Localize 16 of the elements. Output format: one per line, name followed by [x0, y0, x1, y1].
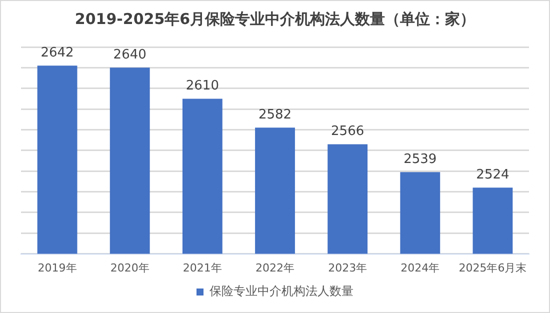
x-tick-label: 2024年 — [400, 261, 440, 274]
x-tick-label: 2020年 — [110, 261, 150, 274]
data-label: 2642 — [40, 45, 74, 60]
chart-title: 2019-2025年6月保险专业中介机构法人数量（单位：家） — [74, 10, 476, 28]
data-label: 2610 — [186, 78, 219, 94]
x-tick-label: 2023年 — [328, 261, 368, 274]
data-label: 2566 — [331, 124, 364, 140]
data-label: 2582 — [258, 108, 292, 123]
x-tick-label: 2021年 — [182, 261, 222, 274]
data-label: 2539 — [404, 152, 437, 167]
x-tick-label: 2022年 — [256, 261, 294, 274]
legend-label: 保险专业中介机构法人数量 — [210, 284, 354, 298]
data-label: 2524 — [476, 168, 510, 182]
data-label: 2640 — [113, 48, 146, 63]
x-tick-label: 2019年 — [38, 261, 77, 274]
x-tick-label: 2025年6月末 — [458, 261, 527, 274]
